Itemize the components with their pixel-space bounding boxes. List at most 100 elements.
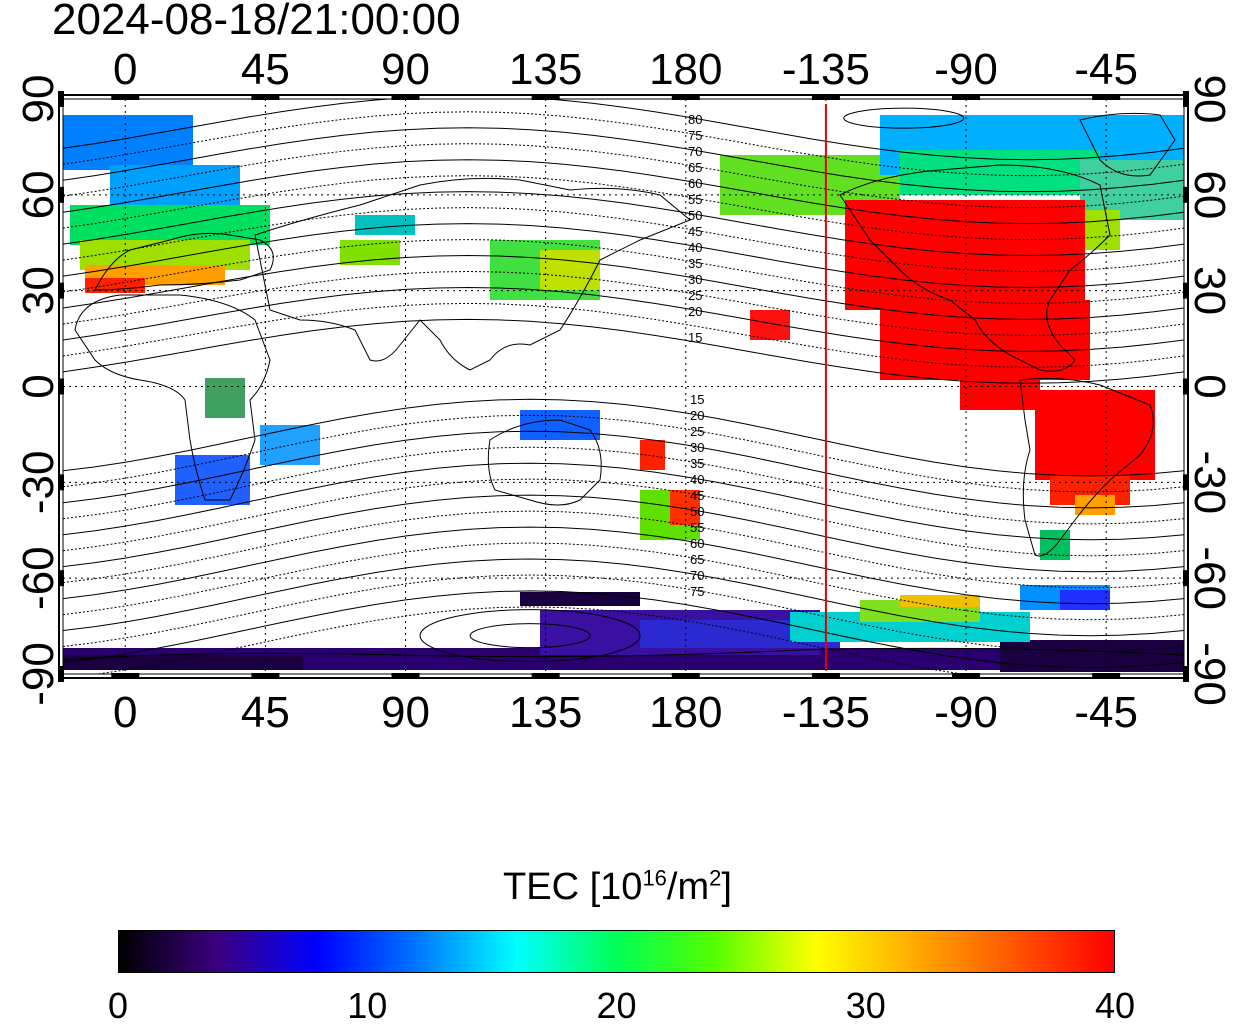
contour-north: [63, 127, 1184, 193]
contour-value-south: 75: [690, 584, 704, 599]
y-tick-left-label: -90: [14, 642, 63, 706]
x-tick-top-label: 180: [649, 45, 722, 94]
map-grid: [63, 99, 1184, 674]
tec-map: 0 45 90 135 180 -135 -90 -450 45 90 135 180 -135 -90-…: [14, 45, 1234, 737]
tec-patch: [1040, 530, 1070, 560]
tec-patch: [340, 240, 400, 265]
tec-patch: [900, 150, 1100, 195]
tec-patch: [1075, 495, 1115, 515]
y-tick-right-label: 30: [1185, 266, 1234, 315]
contour-value-south: 40: [690, 472, 704, 487]
x-tick-bottom-label: -45: [1074, 688, 1138, 737]
contour-south: [63, 398, 1184, 477]
tec-patch: [520, 592, 640, 606]
x-tick-bottom-label: -135: [782, 688, 870, 737]
coast-australia: [487, 419, 602, 506]
contour-value-south: 15: [690, 392, 704, 407]
contour-north: [63, 286, 1184, 352]
colorbar-title-exp2: 2: [709, 865, 722, 891]
y-tick-left-label: 60: [14, 170, 63, 219]
contour-north: [63, 111, 1184, 177]
colorbar-tick-label: 0: [107, 985, 129, 1026]
contour-value-north: 60: [688, 176, 702, 191]
x-tick-top-label: -90: [934, 45, 998, 94]
contour-value-south: 55: [690, 520, 704, 535]
tec-patch: [260, 425, 320, 465]
tec-patch: [960, 370, 1040, 410]
contour-north: [63, 207, 1184, 273]
tec-patch: [355, 215, 415, 235]
y-tick-right-label: 60: [1185, 170, 1234, 219]
contour-value-north: 75: [688, 128, 702, 143]
contour-north: [63, 191, 1184, 257]
contour-value-north: 50: [688, 208, 702, 223]
x-tick-top-label: 90: [381, 45, 430, 94]
contour-pole: [469, 623, 591, 649]
tec-patch: [205, 378, 245, 418]
tec-patch: [110, 165, 240, 210]
tec-patch: [750, 310, 790, 340]
axis-labels: 0 45 90 135 180 -135 -90 -450 45 90 135 180 -135 -90-…: [14, 45, 1234, 737]
colorbar-title: TEC [1016/m2]: [0, 866, 1235, 909]
colorbar: [118, 930, 1115, 973]
contour-value-south: 35: [690, 456, 704, 471]
x-tick-bottom-label: 180: [649, 688, 722, 737]
contour-value-north: 30: [688, 272, 702, 287]
contour-value-south: 45: [690, 488, 704, 503]
x-tick-bottom-label: -90: [934, 688, 998, 737]
tec-patch: [900, 595, 980, 607]
contour-north: [63, 302, 1184, 368]
colorbar-title-mid: /m: [666, 866, 710, 908]
contour-value-north: 20: [688, 304, 702, 319]
contour-value-south: 25: [690, 424, 704, 439]
contour-value-north: 55: [688, 192, 702, 207]
x-tick-top-label: -135: [782, 45, 870, 94]
y-tick-left-label: 90: [14, 75, 63, 124]
contour-value-north: 35: [688, 256, 702, 271]
contour-value-south: 50: [690, 504, 704, 519]
contour-north: [63, 99, 1184, 161]
contour-south: [63, 526, 1184, 605]
axis-ticks: [58, 91, 1189, 682]
tec-patch: [1035, 390, 1155, 480]
colorbar-title-exp1: 16: [642, 865, 667, 891]
contour-pole: [419, 609, 641, 663]
contour-pole: [843, 107, 965, 129]
y-tick-left-label: -30: [14, 451, 63, 515]
tec-data-layer: [63, 115, 1184, 672]
tec-patch: [175, 455, 250, 505]
x-tick-bottom-label: 135: [509, 688, 582, 737]
coast-europe: [94, 232, 274, 291]
coastlines: [63, 112, 1184, 661]
map-title: 2024-08-18/21:00:00: [52, 0, 461, 44]
y-tick-left-label: 30: [14, 266, 63, 315]
coast-north-america: [839, 164, 1111, 372]
colorbar-title-prefix: TEC [10: [503, 866, 643, 908]
y-tick-left-label: -60: [14, 546, 63, 610]
x-tick-bottom-label: 90: [381, 688, 430, 737]
x-tick-top-label: -45: [1074, 45, 1138, 94]
coast-south-america: [1019, 377, 1154, 557]
contour-value-north: 65: [688, 160, 702, 175]
x-tick-top-label: 135: [509, 45, 582, 94]
x-tick-bottom-label: 45: [241, 688, 290, 737]
y-tick-left-label: 0: [14, 374, 63, 398]
contour-value-north: 25: [688, 288, 702, 303]
contour-north: [63, 143, 1184, 209]
contour-north: [63, 223, 1184, 289]
contour-south: [63, 494, 1184, 573]
contour-south: [63, 478, 1184, 557]
contour-value-south: 70: [690, 568, 704, 583]
tec-patch: [63, 655, 303, 670]
contour-value-south: 65: [690, 552, 704, 567]
contour-south: [63, 462, 1184, 541]
contour-value-north: 80: [688, 112, 702, 127]
contour-value-south: 20: [690, 408, 704, 423]
contour-labels: 8075706560555045403530252015152025303540…: [688, 112, 704, 599]
contour-south: [63, 558, 1184, 637]
tec-patch: [880, 300, 1090, 380]
contour-value-north: 40: [688, 240, 702, 255]
contour-north: [63, 318, 1184, 384]
contour-north: [63, 239, 1184, 304]
contour-south: [63, 574, 1184, 653]
